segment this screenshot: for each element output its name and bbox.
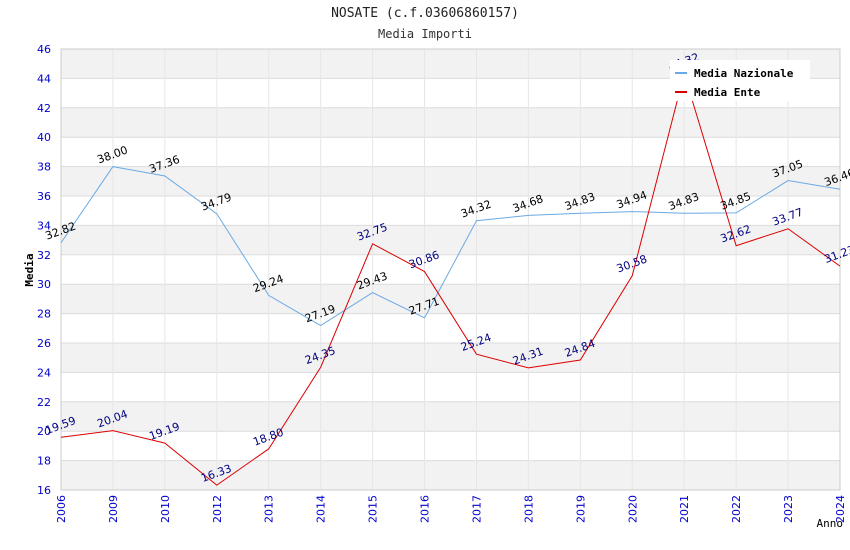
y-axis-title: Media: [23, 253, 36, 286]
y-tick-label: 42: [37, 102, 51, 115]
y-tick-label: 16: [37, 484, 51, 497]
y-tick-label: 22: [37, 396, 51, 409]
legend-box: [670, 60, 810, 101]
y-tick-label: 44: [37, 72, 51, 85]
y-tick-label: 40: [37, 131, 51, 144]
x-tick-label: 2021: [678, 495, 691, 523]
y-tick-label: 36: [37, 190, 51, 203]
x-tick-label: 2024: [834, 495, 847, 523]
x-tick-label: 2017: [470, 495, 483, 523]
y-tick-label: 26: [37, 337, 51, 350]
chart-title: NOSATE (c.f.03606860157): [331, 6, 519, 21]
grid-lines: [60, 48, 841, 491]
grid-band: [61, 166, 840, 196]
y-tick-label: 18: [37, 455, 51, 468]
legend-label-ente: Media Ente: [694, 86, 761, 99]
x-tick-label: 2022: [730, 495, 743, 523]
x-tick-label: 2012: [211, 495, 224, 523]
x-axis-title: Anno: [817, 517, 844, 530]
x-tick-label: 2009: [107, 495, 120, 523]
grid-bands: [61, 49, 840, 490]
y-tick-label: 20: [37, 425, 51, 438]
x-tick-label: 2013: [263, 495, 276, 523]
grid-band: [61, 284, 840, 314]
chart-subtitle: Media Importi: [378, 27, 472, 41]
grid-band: [61, 107, 840, 138]
x-tick-label: 2018: [522, 495, 535, 523]
x-tick-label: 2020: [626, 495, 639, 523]
y-tick-label: 46: [37, 43, 51, 56]
series-line-media-ente: [60, 71, 841, 486]
x-tick-label: 2015: [367, 495, 380, 523]
x-tick-label: 2016: [419, 495, 432, 523]
legend: Media Nazionale Media Ente: [670, 60, 810, 101]
x-tick-label: 2023: [782, 495, 795, 523]
grid-band: [61, 460, 840, 490]
x-tick-label: 2006: [55, 495, 68, 523]
grid-band: [61, 343, 840, 373]
y-tick-label: 24: [37, 366, 51, 379]
y-tick-label: 32: [37, 249, 51, 262]
grid-band: [61, 401, 840, 432]
x-tick-label: 2010: [159, 495, 172, 523]
plot-frame: [60, 48, 841, 491]
y-tick-label: 28: [37, 308, 51, 321]
series-lines: [60, 71, 841, 486]
y-tick-label: 38: [37, 161, 51, 174]
legend-label-nazionale: Media Nazionale: [694, 67, 794, 80]
x-tick-label: 2019: [574, 495, 587, 523]
y-tick-label: 34: [37, 219, 51, 232]
series-line-media-nazionale: [60, 166, 841, 327]
grid-band: [61, 225, 840, 255]
y-tick-label: 30: [37, 278, 51, 291]
x-tick-label: 2014: [315, 495, 328, 523]
